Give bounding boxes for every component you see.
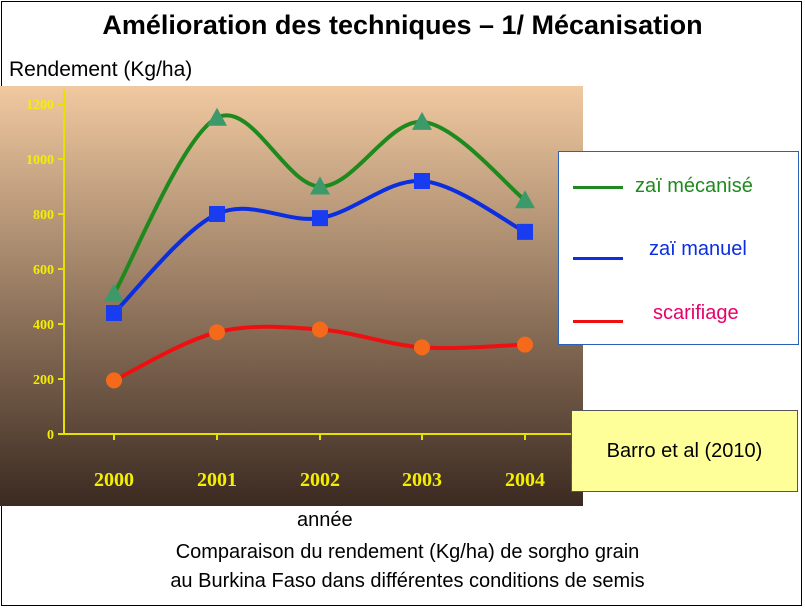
x-tick-label: 2003 xyxy=(402,469,442,491)
legend-label-zai-mecanise: zaï mécanisé xyxy=(635,175,753,197)
data-point-zai-mecanise xyxy=(104,283,124,302)
data-point-zai-mecanise xyxy=(412,111,432,130)
x-tick-label: 2002 xyxy=(300,469,340,491)
legend-swatch-zai-mecanise xyxy=(573,186,623,189)
data-point-zai-manuel xyxy=(209,206,225,222)
data-point-scarifiage xyxy=(414,339,430,356)
y-tick-label: 1000 xyxy=(26,153,54,168)
data-point-zai-manuel xyxy=(106,305,122,321)
chart-legend: zaï mécanisé zaï manuel scarifiage xyxy=(558,151,799,345)
legend-swatch-scarifiage xyxy=(573,320,623,323)
y-tick-label: 800 xyxy=(33,208,54,223)
series-line-zai-mecanise xyxy=(112,113,527,295)
x-tick-label: 2004 xyxy=(505,469,545,491)
x-tick-label: 2000 xyxy=(94,469,134,491)
y-tick-label: 0 xyxy=(47,428,54,443)
caption-line-2: au Burkina Faso dans différentes conditi… xyxy=(170,570,645,592)
y-tick-label: 200 xyxy=(33,373,54,388)
data-point-zai-mecanise xyxy=(310,176,330,195)
legend-item-scarifiage: scarifiage xyxy=(559,300,798,340)
legend-label-scarifiage: scarifiage xyxy=(653,302,739,324)
legend-item-zai-manuel: zaï manuel xyxy=(559,234,798,274)
data-point-scarifiage xyxy=(312,321,328,338)
y-axis-label: Rendement (Kg/ha) xyxy=(9,58,193,81)
x-axis-label: année xyxy=(297,509,353,531)
slide-title: Amélioration des techniques – 1/ Mécanis… xyxy=(102,10,703,40)
caption-line-1: Comparaison du rendement (Kg/ha) de sorg… xyxy=(175,541,640,563)
y-tick-label: 600 xyxy=(33,263,54,278)
figure-caption: Comparaison du rendement (Kg/ha) de sorg… xyxy=(40,538,775,596)
plot-background xyxy=(0,86,583,506)
legend-item-zai-mecanise: zaï mécanisé xyxy=(559,168,798,208)
legend-swatch-zai-manuel xyxy=(573,257,623,260)
source-citation: Barro et al (2010) xyxy=(571,410,798,492)
legend-label-zai-manuel: zaï manuel xyxy=(649,238,747,260)
x-tick-label: 2001 xyxy=(197,469,237,491)
data-point-scarifiage xyxy=(106,372,122,389)
data-point-scarifiage xyxy=(209,324,225,341)
chart-plot: 0 200 400 600 800 1000 1200 2000 2001 2002 2003 200… xyxy=(0,86,583,506)
data-point-zai-mecanise xyxy=(515,190,535,209)
y-tick-label: 1200 xyxy=(26,98,54,113)
data-point-zai-manuel xyxy=(517,223,533,240)
data-point-scarifiage xyxy=(517,336,533,353)
y-tick-label: 400 xyxy=(33,318,54,333)
data-point-zai-mecanise xyxy=(207,107,227,126)
data-point-zai-manuel xyxy=(414,173,430,189)
data-point-zai-manuel xyxy=(312,210,328,227)
